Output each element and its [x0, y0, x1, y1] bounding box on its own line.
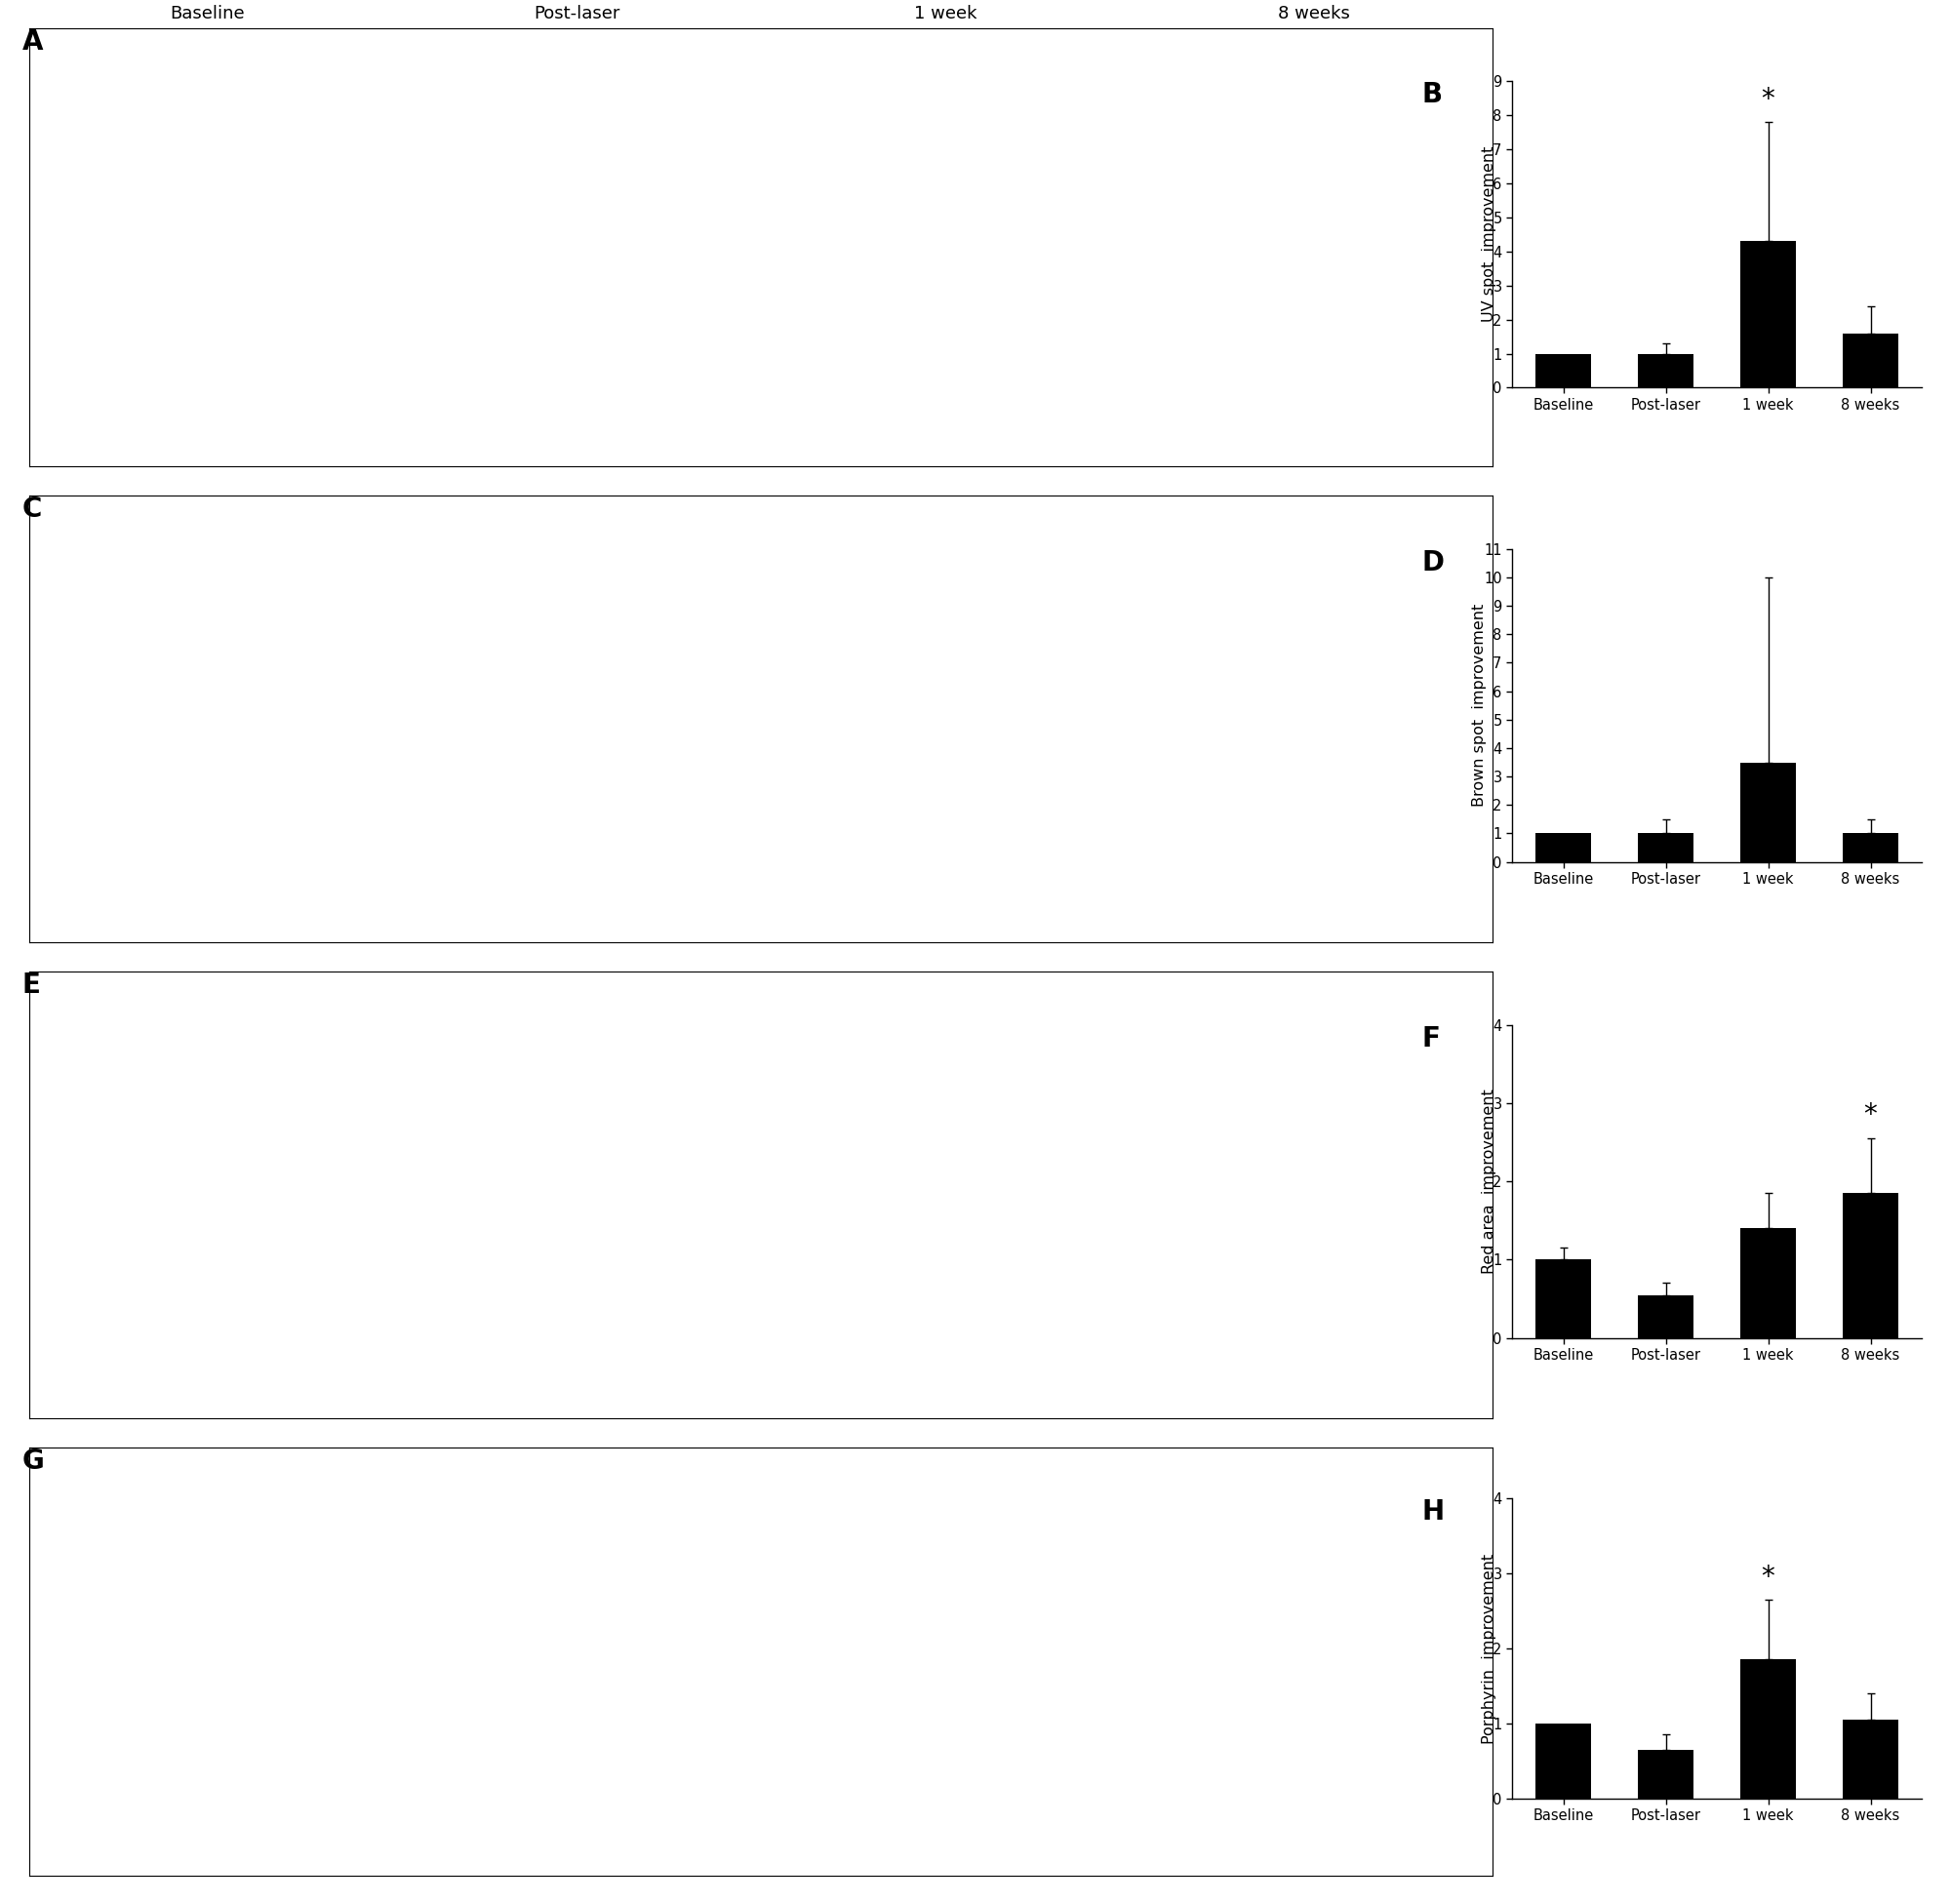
Text: 8 weeks: 8 weeks: [1278, 4, 1350, 23]
Text: C: C: [21, 495, 41, 522]
Text: F: F: [1422, 1024, 1440, 1053]
Bar: [1740, 242, 1797, 388]
Text: 1 week: 1 week: [913, 4, 977, 23]
Bar: [1842, 1194, 1898, 1339]
Y-axis label: Porphyrin  improvement: Porphyrin improvement: [1481, 1554, 1496, 1744]
Y-axis label: Brown spot  improvement: Brown spot improvement: [1473, 604, 1487, 807]
Bar: [1842, 333, 1898, 388]
Text: *: *: [1762, 86, 1775, 112]
Bar: [1637, 1295, 1693, 1339]
Bar: [1842, 834, 1898, 863]
Bar: [1740, 1228, 1797, 1339]
Bar: [1535, 354, 1592, 388]
Text: Post-laser: Post-laser: [533, 4, 620, 23]
Text: H: H: [1422, 1498, 1444, 1525]
Text: E: E: [21, 971, 41, 998]
Text: A: A: [21, 29, 43, 55]
Bar: [1535, 1260, 1592, 1339]
Bar: [1535, 1723, 1592, 1797]
Bar: [1637, 1750, 1693, 1797]
Bar: [1637, 834, 1693, 863]
Text: *: *: [1762, 1563, 1775, 1590]
Bar: [1740, 762, 1797, 863]
Bar: [1740, 1660, 1797, 1797]
Bar: [1535, 834, 1592, 863]
Text: Baseline: Baseline: [170, 4, 246, 23]
Y-axis label: UV spot  improvement: UV spot improvement: [1481, 147, 1496, 322]
Bar: [1842, 1719, 1898, 1797]
Text: B: B: [1422, 82, 1442, 109]
Text: D: D: [1422, 548, 1444, 577]
Y-axis label: Red area  improvement: Red area improvement: [1481, 1089, 1496, 1274]
Bar: [1637, 354, 1693, 388]
Text: G: G: [21, 1447, 45, 1474]
Text: *: *: [1863, 1102, 1877, 1129]
